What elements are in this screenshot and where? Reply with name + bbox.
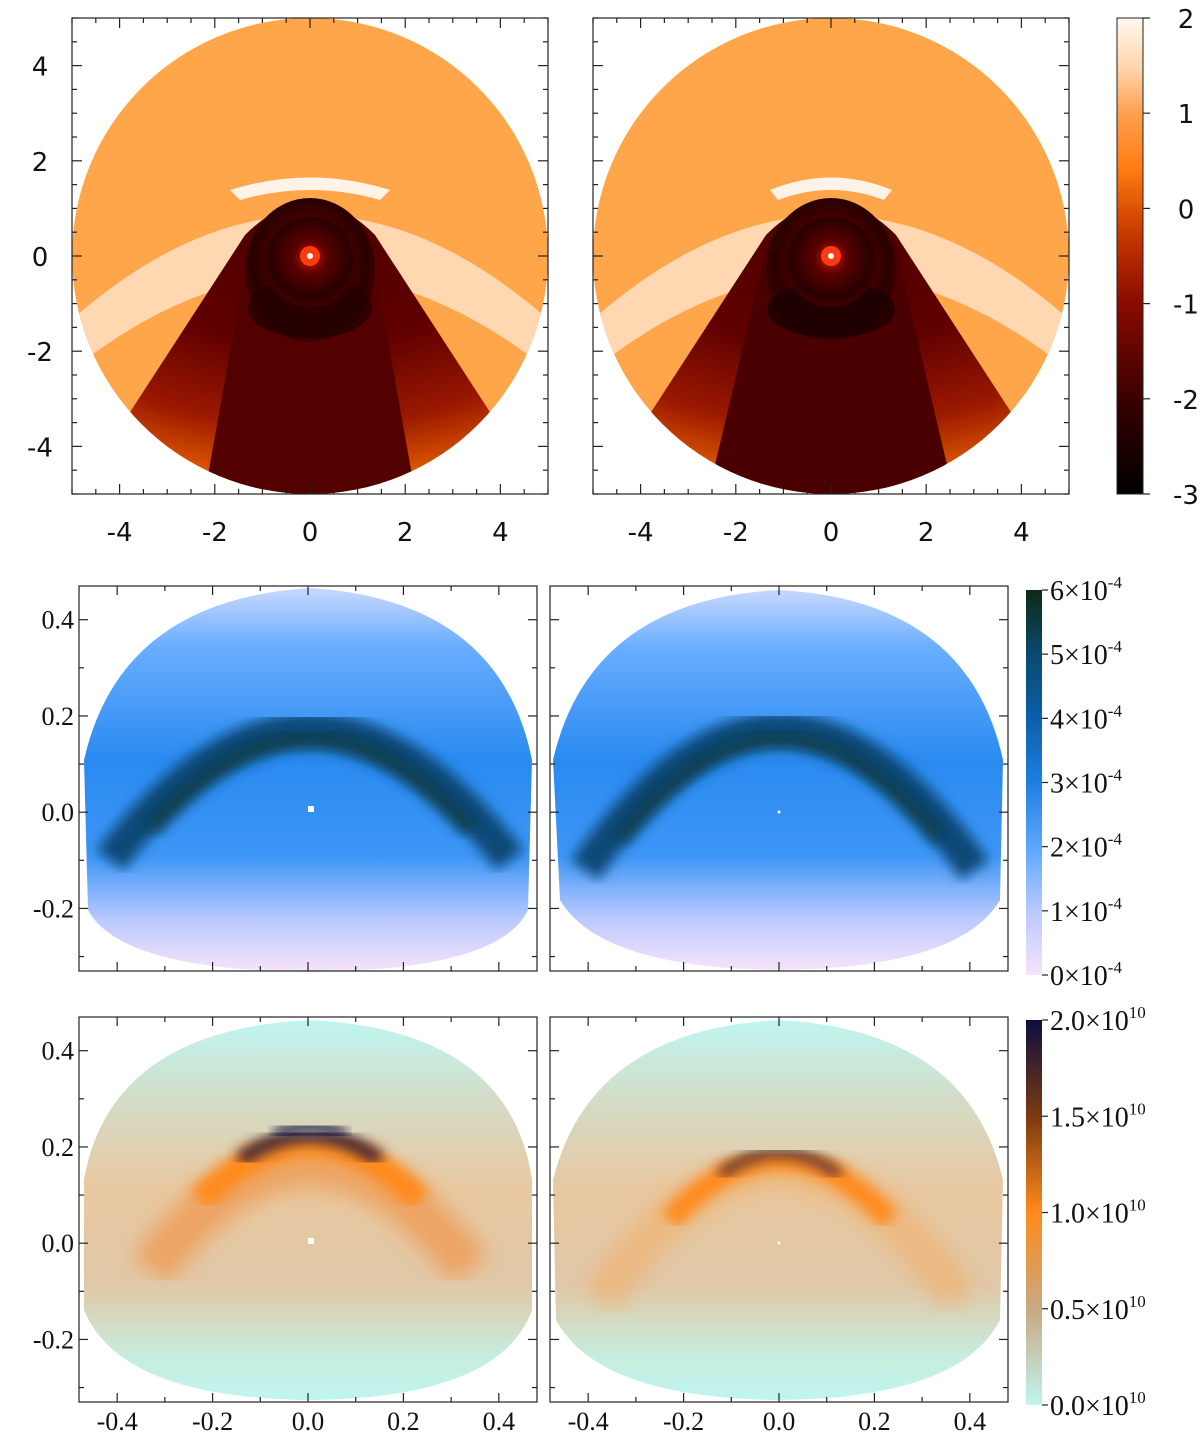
y-tick-label: 0.2: [42, 1133, 75, 1162]
x-tick-label: 0.0: [763, 1407, 796, 1436]
x-tick-label: -0.4: [568, 1407, 609, 1436]
colorbar-tick-label: 2×10-4: [1050, 830, 1122, 864]
x-tick-label: 0.2: [858, 1407, 891, 1436]
y-tick-label: 0: [32, 243, 49, 273]
colorbar-tick-label: 0.0×1010: [1050, 1388, 1146, 1422]
y-tick-label: 2: [32, 148, 49, 178]
top-left-panel: [71, 17, 549, 495]
bottom-left-panel: [78, 1016, 538, 1403]
x-tick-label: -2: [723, 518, 749, 548]
colorbar-tick-label: 1.0×1010: [1050, 1196, 1146, 1230]
colorbar-tick-label: 5×10-4: [1050, 637, 1122, 671]
colorbar-tick-label: -1: [1173, 291, 1199, 321]
middle-right-panel: [549, 585, 1009, 972]
y-tick-label: 0.4: [42, 1037, 75, 1066]
x-tick-label: 0.4: [483, 1407, 516, 1436]
y-tick-label: 4: [32, 53, 49, 83]
colorbar-tick-label: 2: [1178, 5, 1195, 35]
bottom-colorbar: [1026, 1020, 1042, 1405]
x-tick-label: 2: [918, 518, 935, 548]
x-tick-label: -0.2: [192, 1407, 233, 1436]
colorbar-tick-label: 4×10-4: [1050, 701, 1122, 735]
colorbar-tick-label: 1.5×1010: [1050, 1099, 1146, 1133]
colorbar-tick-label: 6×10-4: [1050, 573, 1122, 607]
y-tick-label: -0.2: [33, 894, 74, 923]
colorbar-tick-label: 0.5×1010: [1050, 1292, 1146, 1326]
x-tick-label: 0: [823, 518, 840, 548]
x-tick-label: -2: [202, 518, 228, 548]
colorbar-tick-label: 3×10-4: [1050, 766, 1122, 800]
x-tick-label: 0.4: [954, 1407, 987, 1436]
colorbar-tick-label: 2.0×1010: [1050, 1003, 1146, 1037]
colorbar-tick-label: -2: [1173, 386, 1199, 416]
x-tick-label: -0.2: [663, 1407, 704, 1436]
y-tick-label: 0.4: [42, 606, 75, 635]
colorbar-tick-label: -3: [1173, 481, 1199, 511]
x-tick-label: 0.2: [387, 1407, 420, 1436]
x-tick-label: -4: [107, 518, 133, 548]
x-tick-label: 4: [1013, 518, 1030, 548]
x-tick-label: 0.0: [292, 1407, 325, 1436]
colorbar-tick-label: 1: [1178, 100, 1195, 130]
middle-left-panel: [78, 585, 538, 972]
top-colorbar: [1116, 17, 1144, 495]
y-tick-label: -2: [27, 338, 53, 368]
bottom-right-panel: [549, 1016, 1009, 1403]
y-tick-label: -4: [27, 433, 53, 463]
middle-colorbar: [1026, 590, 1042, 975]
colorbar-tick-label: 0: [1178, 195, 1195, 225]
x-tick-label: -0.4: [97, 1407, 138, 1436]
colorbar-tick-label: 0×10-4: [1050, 958, 1122, 992]
x-tick-label: -4: [628, 518, 654, 548]
x-tick-label: 2: [397, 518, 414, 548]
top-right-panel: [592, 17, 1070, 495]
tick-layer: -4 -2 0 2 4 -4 -2 0 2 4 4 2 0 -2 -4 2 1 0 -1 -2 -3 0.4 0.2 0.0 -…: [27, 5, 1199, 1436]
colorbar-tick-label: 1×10-4: [1050, 894, 1122, 928]
y-tick-label: 0.2: [42, 702, 75, 731]
y-tick-label: -0.2: [33, 1325, 74, 1354]
y-tick-label: 0.0: [42, 798, 75, 827]
x-tick-label: 4: [492, 518, 509, 548]
x-tick-label: 0: [302, 518, 319, 548]
y-tick-label: 0.0: [42, 1229, 75, 1258]
